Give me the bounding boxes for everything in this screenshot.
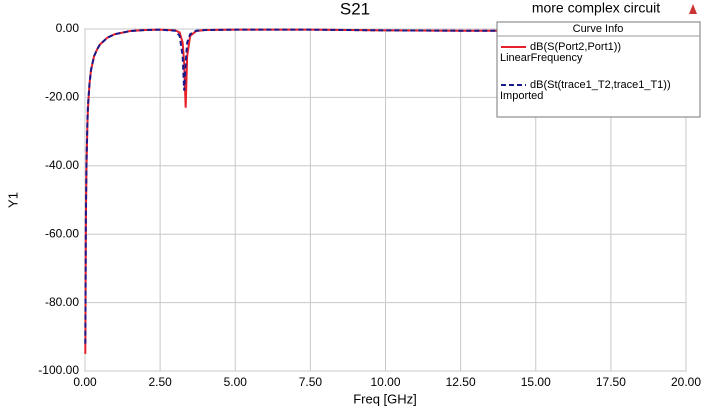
y-tick-label: 0.00 [56, 21, 80, 35]
legend-source: Imported [500, 90, 543, 102]
chart-title: S21 [340, 0, 370, 18]
marker-icon [689, 4, 697, 14]
legend-title: Curve Info [573, 23, 624, 35]
x-tick-label: 2.50 [148, 375, 172, 389]
y-tick-label: -20.00 [45, 90, 79, 104]
x-tick-label: 15.00 [521, 375, 551, 389]
x-axis-label: Freq [GHz] [353, 391, 417, 406]
legend-label: dB(St(trace1_T2,trace1_T1)) [530, 79, 671, 91]
x-tick-label: 10.00 [370, 375, 400, 389]
y-axis-label: Y1 [5, 192, 20, 208]
legend-box [496, 21, 701, 118]
x-tick-label: 7.50 [299, 375, 323, 389]
y-tick-label: -40.00 [45, 158, 79, 172]
series-line [84, 28, 687, 344]
x-tick-label: 0.00 [73, 375, 97, 389]
x-tick-label: 12.50 [446, 375, 476, 389]
legend-source: LinearFrequency [500, 52, 583, 64]
y-tick-label: -60.00 [45, 226, 79, 240]
y-tick-label: -100.00 [38, 363, 79, 377]
y-tick-label: -80.00 [45, 295, 79, 309]
x-tick-label: 5.00 [224, 375, 248, 389]
x-tick-label: 17.50 [596, 375, 626, 389]
legend-label: dB(S(Port2,Port1)) [530, 41, 621, 53]
chart-subtitle: more complex circuit [532, 0, 660, 16]
x-tick-label: 20.00 [671, 375, 701, 389]
